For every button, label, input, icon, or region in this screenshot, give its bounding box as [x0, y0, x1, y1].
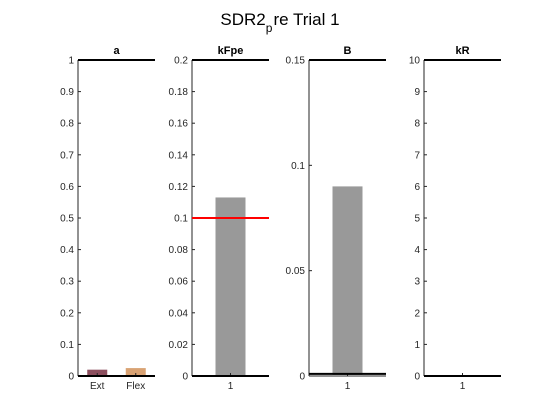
y-tick-label: 0.12 — [169, 182, 189, 193]
figure-title-suffix: re Trial 1 — [273, 10, 339, 29]
x-tick-label: 1 — [460, 381, 466, 392]
y-tick-label: 0.08 — [169, 245, 189, 256]
x-tick-label: 1 — [228, 381, 234, 392]
bar — [87, 369, 108, 376]
y-tick-label: 0.14 — [169, 150, 189, 161]
y-tick-label: 3 — [414, 277, 420, 288]
bar — [215, 197, 246, 376]
y-tick-label: 7 — [414, 150, 420, 161]
y-tick-label: 6 — [414, 182, 420, 193]
y-tick-label: 0.1 — [291, 161, 305, 172]
x-tick-label: 1 — [345, 381, 351, 392]
y-tick-label: 0 — [182, 372, 188, 383]
y-tick-label: 0.4 — [60, 245, 74, 256]
figure-title: SDR2pre Trial 1 — [220, 10, 339, 35]
y-tick-label: 0.05 — [286, 266, 306, 277]
y-tick-label: 0.04 — [169, 308, 189, 319]
y-tick-label: 5 — [414, 214, 420, 225]
y-tick-label: 0.5 — [60, 214, 74, 225]
x-tick-label: Flex — [126, 381, 145, 392]
y-tick-label: 0.02 — [169, 340, 189, 351]
x-tick-label: Ext — [90, 381, 105, 392]
y-tick-label: 0 — [299, 372, 305, 383]
y-tick-label: 0.6 — [60, 182, 74, 193]
figure-title-prefix: SDR2 — [220, 10, 265, 29]
chart-panel-2: B 0 0.05 0.1 0.15 1 — [286, 45, 386, 392]
y-tick-label: 0.3 — [60, 277, 74, 288]
y-tick-label: 0.7 — [60, 150, 74, 161]
panel-title: B — [344, 45, 352, 57]
y-tick-label: 0.2 — [174, 56, 188, 67]
y-tick-label: 1 — [68, 56, 74, 67]
y-tick-label: 0 — [414, 372, 420, 383]
y-tick-label: 0.1 — [174, 214, 188, 225]
y-tick-label: 10 — [409, 56, 421, 67]
bar — [332, 186, 363, 376]
panel-title: a — [113, 45, 120, 57]
y-tick-label: 0.9 — [60, 87, 74, 98]
y-tick-label: 0 — [68, 372, 74, 383]
figure-title-subscript: p — [266, 21, 273, 35]
bar — [125, 368, 146, 376]
y-tick-label: 0.16 — [169, 119, 189, 130]
y-tick-label: 0.18 — [169, 87, 189, 98]
panel-title: kFpe — [218, 45, 244, 57]
chart-panels: a 0 0.1 0.2 0.3 0.4 0.5 0.6 0.7 0.8 0.9 1 Ext Flex kFp… — [60, 45, 501, 392]
y-tick-label: 0.06 — [169, 277, 189, 288]
y-tick-label: 9 — [414, 87, 420, 98]
panel-title: kR — [455, 45, 469, 57]
chart-panel-0: a 0 0.1 0.2 0.3 0.4 0.5 0.6 0.7 0.8 0.9 1 Ext Flex — [60, 45, 155, 392]
y-tick-label: 0.2 — [60, 308, 74, 319]
y-tick-label: 8 — [414, 119, 420, 130]
y-tick-label: 0.15 — [286, 56, 306, 67]
y-tick-label: 4 — [414, 245, 420, 256]
y-tick-label: 1 — [414, 340, 420, 351]
y-tick-label: 0.8 — [60, 119, 74, 130]
y-tick-label: 0.1 — [60, 340, 74, 351]
chart-panel-3: kR 0 1 2 3 4 5 6 7 8 9 10 1 — [409, 45, 501, 392]
chart-panel-1: kFpe 0 0.02 0.04 0.06 0.08 0.1 0.12 0.14 0.16 0.18… — [169, 45, 269, 392]
y-tick-label: 2 — [414, 308, 420, 319]
